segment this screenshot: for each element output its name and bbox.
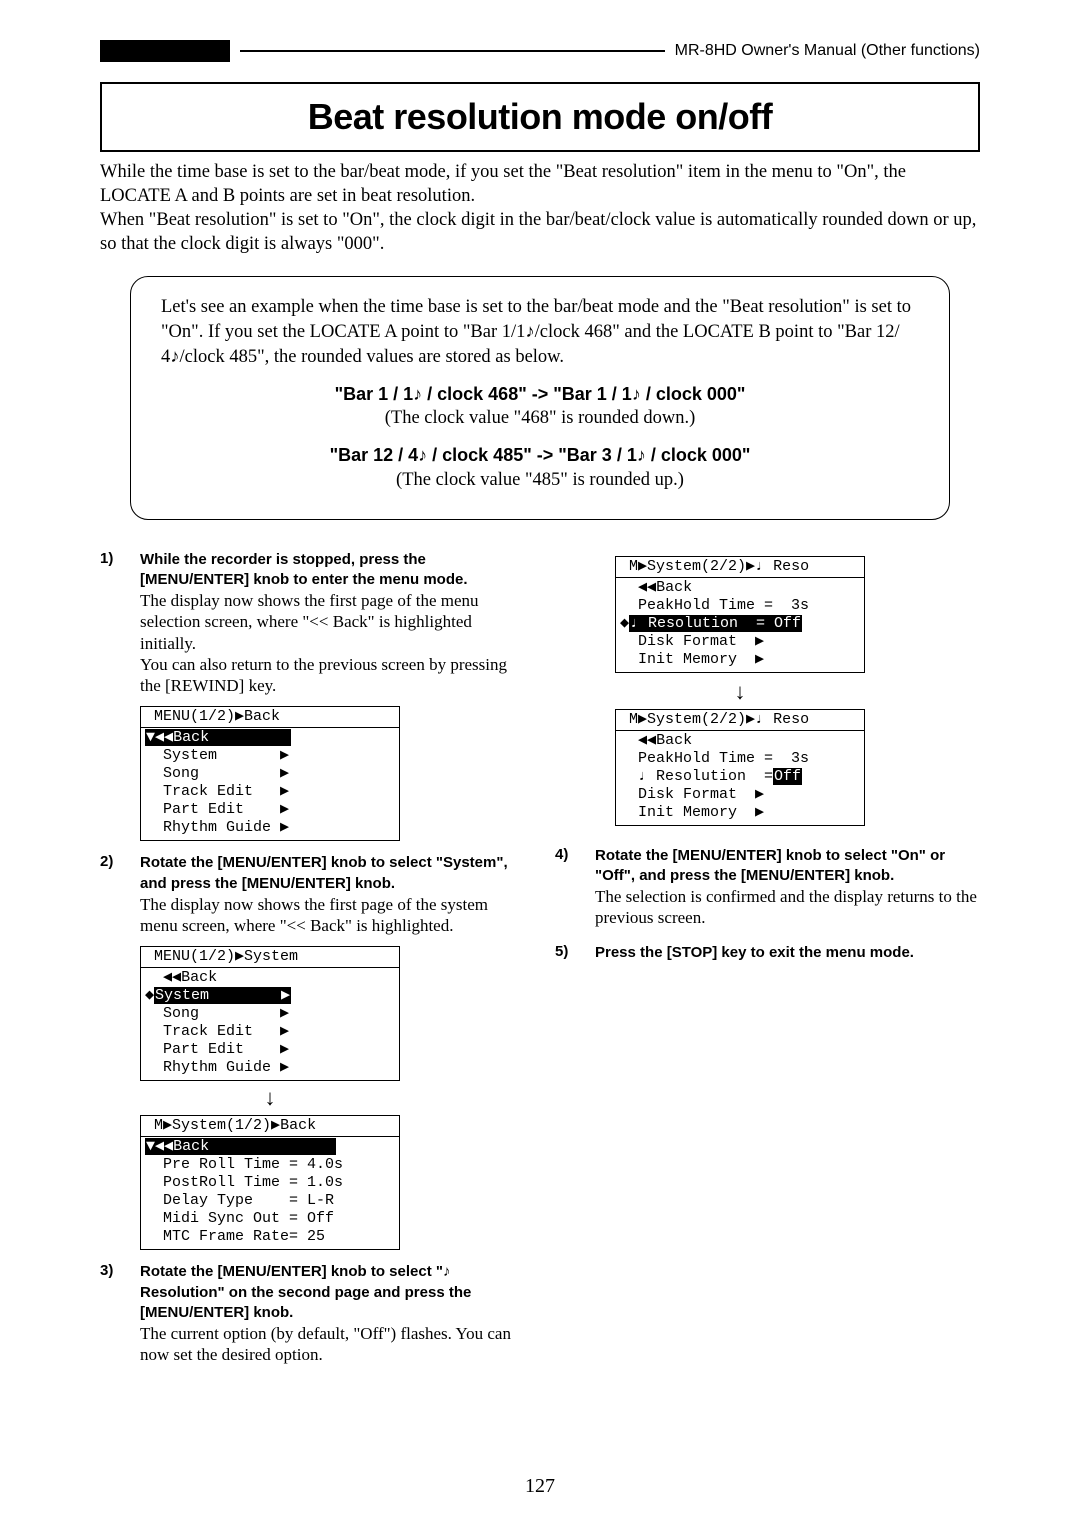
example-row1-bold: "Bar 1 / 1♪ / clock 468" -> "Bar 1 / 1♪ … [161,382,919,406]
steps-columns: 1) While the recorder is stopped, press … [100,550,980,1376]
left-column: 1) While the recorder is stopped, press … [100,550,525,1376]
step-text: The display now shows the first page of … [140,590,525,696]
header-title: MR-8HD Owner's Manual (Other functions) [675,42,980,60]
step-1: 1) While the recorder is stopped, press … [100,550,525,697]
step-5: 5) Press the [STOP] key to exit the menu… [555,943,980,963]
step-num: 4) [555,846,595,929]
step-bold: Rotate the [MENU/ENTER] knob to select "… [140,853,525,894]
step-4: 4) Rotate the [MENU/ENTER] knob to selec… [555,846,980,929]
header-bar: MR-8HD Owner's Manual (Other functions) [100,40,980,62]
step-text: The current option (by default, "Off") f… [140,1323,525,1366]
header-black-block [100,40,230,62]
lcd-sys2b: M▶System(2/2)▶♩ Reso ◀◀Back PeakHold Tim… [615,709,865,826]
lcd-sys2a: M▶System(2/2)▶♩ Reso ◀◀Back PeakHold Tim… [615,556,865,673]
intro-text: While the time base is set to the bar/be… [100,160,980,256]
example-box: Let's see an example when the time base … [130,276,950,519]
example-row2-bold: "Bar 12 / 4♪ / clock 485" -> "Bar 3 / 1♪… [161,443,919,467]
step-num: 2) [100,853,140,936]
step-bold: Rotate the [MENU/ENTER] knob to select "… [595,846,980,887]
step-2: 2) Rotate the [MENU/ENTER] knob to selec… [100,853,525,936]
step-bold: Rotate the [MENU/ENTER] knob to select "… [140,1262,525,1323]
step-num: 5) [555,943,595,963]
example-row1-sub: (The clock value "468" is rounded down.) [161,406,919,431]
lcd-menu1: MENU(1/2)▶Back▼◀◀Back System ▶ Song ▶ Tr… [140,706,400,841]
example-row2-sub: (The clock value "485" is rounded up.) [161,468,919,493]
lcd-menu2a: MENU(1/2)▶System ◀◀Back ◆System ▶ Song ▶… [140,946,400,1081]
manual-page: MR-8HD Owner's Manual (Other functions) … [0,0,1080,1528]
example-lead: Let's see an example when the time base … [161,295,919,370]
down-arrow-icon: ↓ [615,681,865,703]
title-box: Beat resolution mode on/off [100,82,980,152]
down-arrow-icon: ↓ [140,1087,400,1109]
step-3: 3) Rotate the [MENU/ENTER] knob to selec… [100,1262,525,1365]
right-column: M▶System(2/2)▶♩ Reso ◀◀Back PeakHold Tim… [555,550,980,1376]
step-text: The selection is confirmed and the displ… [595,886,980,929]
step-num: 3) [100,1262,140,1365]
step-bold: Press the [STOP] key to exit the menu mo… [595,943,980,963]
step-num: 1) [100,550,140,697]
page-number: 127 [0,1475,1080,1498]
header-rule [240,50,665,52]
page-title: Beat resolution mode on/off [308,96,773,137]
step-bold: While the recorder is stopped, press the… [140,550,525,591]
lcd-menu2b: M▶System(1/2)▶Back▼◀◀Back Pre Roll Time … [140,1115,400,1250]
step-text: The display now shows the first page of … [140,894,525,937]
